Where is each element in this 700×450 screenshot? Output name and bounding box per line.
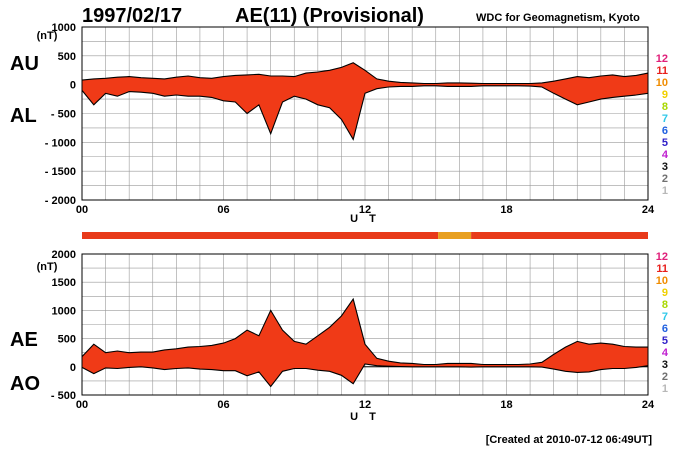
ae-ao-x-tick-label: 24	[642, 399, 655, 411]
ae-series-line	[81, 297, 648, 366]
ae-ao-grid	[82, 254, 648, 395]
station-count-4: 4	[662, 347, 669, 359]
station-bar-segment	[438, 232, 472, 239]
au-al-area	[81, 62, 649, 141]
station-count-1: 1	[662, 185, 668, 197]
station-count-7: 7	[662, 113, 668, 125]
au-al-x-ticks: 00 06 12 18 24	[76, 204, 655, 216]
ae-ao-panel: 2000 1500 1000 500 0 - 500 00 06 12 18 24 (nT) AE…	[10, 249, 655, 423]
date-title: 1997/02/17	[82, 5, 182, 27]
ae-ao-y-tick-label: 1000	[52, 305, 76, 317]
au-al-y-tick-label: - 1000	[45, 137, 76, 149]
ae-ao-x-tick-label: 18	[500, 399, 512, 411]
station-count-8: 8	[662, 101, 668, 113]
ae-ao-x-tick-label: 06	[217, 399, 229, 411]
ae-ao-y-tick-label: 1500	[52, 277, 76, 289]
ae-ao-x-ticks: 00 06 12 18 24	[76, 399, 655, 411]
station-bar-segment	[471, 232, 474, 239]
ae-ao-area	[81, 297, 649, 388]
station-count-10: 10	[656, 275, 668, 287]
au-al-y-tick-label: - 2000	[45, 195, 76, 207]
au-al-y-tick-label: - 500	[51, 109, 76, 121]
au-al-x-tick-label: 06	[217, 204, 229, 216]
ae-ao-x-tick-label: 00	[76, 399, 88, 411]
ae-ao-x-axis-label: U T	[350, 411, 380, 423]
au-al-band	[82, 62, 648, 140]
au-al-x-tick-label: 24	[642, 204, 655, 216]
station-count-5: 5	[662, 137, 668, 149]
index-title: AE(11) (Provisional)	[235, 5, 424, 27]
au-al-y-tick-label: 0	[70, 80, 76, 92]
au-al-grid	[82, 27, 648, 200]
station-count-10: 10	[656, 77, 668, 89]
au-al-x-tick-label: 00	[76, 204, 88, 216]
al-series-line	[81, 85, 649, 141]
ae-ao-y-tick-label: 2000	[52, 249, 76, 261]
station-count-2: 2	[662, 371, 668, 383]
station-count-6: 6	[662, 323, 668, 335]
station-count-6: 6	[662, 125, 668, 137]
au-al-y-tick-label: - 1500	[45, 166, 76, 178]
au-series-line	[81, 62, 649, 85]
ae-ao-unit-label: (nT)	[37, 261, 58, 273]
au-al-x-tick-label: 12	[359, 204, 371, 216]
ae-ao-frame	[81, 253, 649, 396]
source-label: WDC for Geomagnetism, Kyoto	[476, 12, 640, 24]
station-count-12: 12	[656, 251, 668, 263]
au-al-x-axis-label: U T	[350, 213, 380, 225]
created-stamp: [Created at 2010-07-12 06:49UT]	[486, 434, 653, 446]
station-count-8: 8	[662, 299, 668, 311]
au-al-y-ticks: 1000 500 0 - 500 - 1000 - 1500 - 2000	[45, 22, 76, 207]
ae-ao-y-tick-label: 500	[58, 334, 76, 346]
station-bar-segment	[82, 232, 439, 239]
ae-ao-y-tick-label: 0	[70, 362, 76, 374]
au-al-unit-label: (nT)	[37, 30, 58, 42]
ao-label: AO	[10, 373, 40, 395]
station-count-7: 7	[662, 311, 668, 323]
station-count-11: 11	[656, 65, 668, 77]
ao-series-line	[81, 363, 649, 388]
station-bar-segment	[473, 232, 648, 239]
au-al-x-tick-label: 18	[500, 204, 512, 216]
ae-ao-y-tick-label: - 500	[51, 390, 76, 402]
station-count-1: 1	[662, 383, 668, 395]
au-al-y-tick-label: 500	[58, 51, 76, 63]
au-label: AU	[10, 53, 39, 75]
ae-ao-y-ticks: 2000 1500 1000 500 0 - 500	[51, 249, 76, 402]
au-al-frame	[81, 26, 649, 201]
station-count-9: 9	[662, 89, 668, 101]
station-count-5: 5	[662, 335, 668, 347]
au-al-panel: 1000 500 0 - 500 - 1000 - 1500 - 2000 00 06 12 18…	[10, 22, 655, 225]
station-count-2: 2	[662, 173, 668, 185]
station-count-12: 12	[656, 53, 668, 65]
station-count-4: 4	[662, 149, 669, 161]
ae-ao-x-tick-label: 12	[359, 399, 371, 411]
au-al-y-tick-label: 1000	[52, 22, 76, 34]
station-count-9: 9	[662, 287, 668, 299]
al-label: AL	[10, 105, 37, 127]
station-count-3: 3	[662, 359, 668, 371]
ae-label: AE	[10, 329, 38, 351]
station-count-3: 3	[662, 161, 668, 173]
station-count-11: 11	[656, 263, 668, 275]
station-count-bar	[82, 232, 648, 239]
